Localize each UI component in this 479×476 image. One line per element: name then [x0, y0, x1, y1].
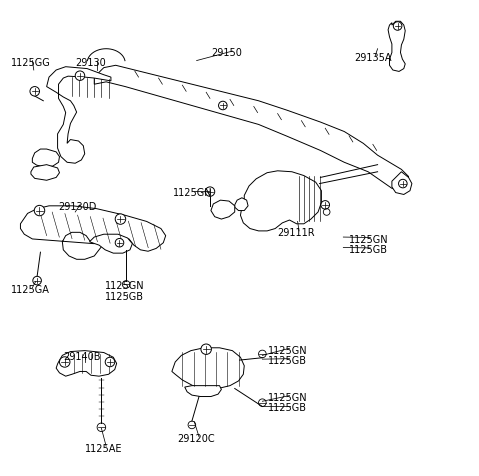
Circle shape: [321, 200, 330, 209]
Circle shape: [205, 187, 215, 197]
Polygon shape: [211, 200, 235, 219]
Text: 1125GA: 1125GA: [11, 285, 50, 295]
Circle shape: [393, 22, 402, 30]
Circle shape: [105, 357, 115, 367]
Polygon shape: [56, 351, 116, 376]
Text: 1125GB: 1125GB: [105, 292, 144, 302]
Polygon shape: [33, 149, 59, 167]
Polygon shape: [90, 234, 132, 253]
Circle shape: [115, 238, 124, 247]
Polygon shape: [388, 21, 405, 71]
Text: 1125GN: 1125GN: [268, 393, 308, 403]
Circle shape: [399, 179, 407, 188]
Text: 29120C: 29120C: [178, 434, 215, 444]
Text: 1125AE: 1125AE: [85, 444, 122, 454]
Polygon shape: [31, 165, 59, 180]
Circle shape: [201, 344, 211, 355]
Text: 29140B: 29140B: [63, 352, 101, 362]
Text: 1125GN: 1125GN: [268, 346, 308, 356]
Polygon shape: [94, 65, 409, 191]
Text: 1125GN: 1125GN: [349, 235, 388, 245]
Polygon shape: [235, 198, 248, 210]
Circle shape: [59, 357, 70, 367]
Text: 29150: 29150: [211, 49, 242, 59]
Polygon shape: [392, 172, 412, 195]
Text: 29130: 29130: [75, 58, 106, 68]
Polygon shape: [46, 67, 111, 163]
Circle shape: [33, 277, 41, 285]
Text: 1125GB: 1125GB: [268, 403, 307, 413]
Polygon shape: [240, 171, 321, 231]
Text: 1125GB: 1125GB: [268, 356, 307, 366]
Circle shape: [75, 71, 85, 80]
Text: 1125GN: 1125GN: [173, 188, 213, 198]
Polygon shape: [172, 348, 244, 388]
Text: 29135A: 29135A: [354, 53, 391, 63]
Text: 1125GG: 1125GG: [11, 58, 51, 68]
Circle shape: [218, 101, 227, 110]
Circle shape: [115, 214, 125, 224]
Text: 29111R: 29111R: [278, 228, 315, 238]
Text: 29130D: 29130D: [58, 202, 97, 212]
Text: 1125GN: 1125GN: [105, 281, 145, 291]
Text: 1125GB: 1125GB: [349, 245, 388, 255]
Polygon shape: [21, 206, 166, 259]
Polygon shape: [185, 386, 221, 397]
Circle shape: [30, 87, 39, 96]
Circle shape: [34, 205, 45, 216]
